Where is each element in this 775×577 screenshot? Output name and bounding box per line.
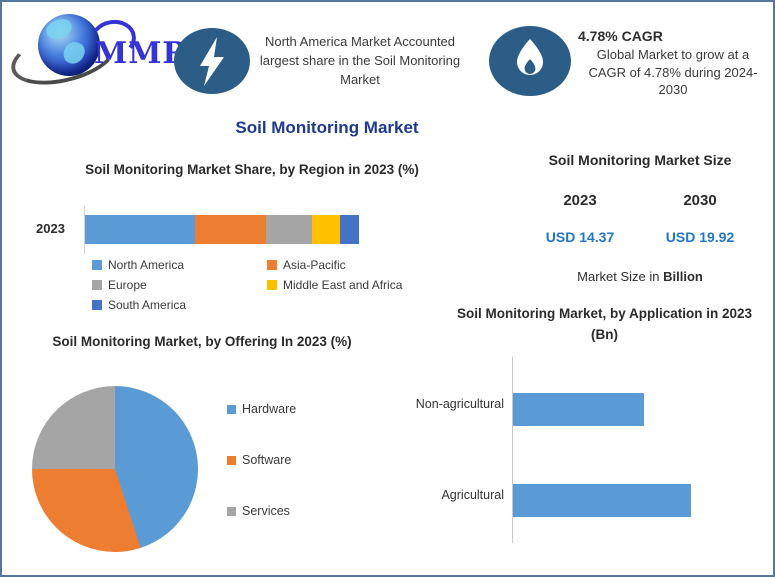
application-chart-axis-line [512,357,513,543]
legend-label: North America [108,258,185,272]
legend-item: Software [227,453,296,467]
legend-label: Services [242,504,290,518]
logo-text: MMR [94,36,189,71]
legend-swatch [92,260,102,270]
bar-non-agricultural [513,393,644,426]
region-stacked-bar [85,215,359,244]
application-chart-title: Soil Monitoring Market, by Application i… [456,306,753,342]
bar-segment-asia-pacific [194,215,266,244]
market-size-value-2030: USD 19.92 [665,229,735,245]
offering-pie-chart [32,386,198,552]
region-legend: North America Asia-Pacific Europe Middle… [92,258,442,318]
region-chart-category-label: 2023 [36,221,65,236]
bar-label-non-agricultural: Non-agricultural [415,397,504,411]
legend-label: South America [108,298,187,312]
legend-swatch [267,280,277,290]
market-size-title: Soil Monitoring Market Size [548,152,732,168]
market-size-panel: Soil Monitoring Market Size 2023 2030 US… [520,152,760,284]
cagr-text: Global Market to grow at a CAGR of 4.78%… [588,47,758,98]
lightning-icon [174,28,250,94]
market-size-year-2030: 2030 [683,192,717,209]
market-size-year-2023: 2023 [563,192,597,209]
offering-chart-title: Soil Monitoring Market, by Offering In 2… [52,334,352,349]
application-bar-chart: Non-agricultural Agricultural [400,357,757,547]
region-chart-axis-line [84,206,85,254]
legend-item: South America [92,298,267,312]
legend-swatch [227,506,236,516]
legend-label: Middle East and Africa [283,278,403,292]
legend-swatch [92,280,102,290]
bar-segment-south-america [339,215,359,244]
page-title: Soil Monitoring Market [235,118,419,137]
legend-item: Services [227,504,296,518]
bar-segment-europe [265,215,313,244]
legend-item: Hardware [227,402,296,416]
legend-label: Hardware [242,402,297,416]
offering-legend: Hardware Software Services [227,402,296,518]
bar-label-agricultural: Agricultural [441,488,504,502]
globe-icon [38,14,100,76]
legend-item: Asia-Pacific [267,258,442,272]
bar-agricultural [513,484,691,517]
bar-segment-north-america [85,215,195,244]
cagr-block: 4.78% CAGR Global Market to grow at a CA… [578,28,768,99]
bar-segment-middle-east-africa [312,215,340,244]
legend-label: Software [242,453,292,467]
market-size-value-2023: USD 14.37 [545,229,615,245]
cagr-title: 4.78% CAGR [578,28,663,44]
flame-icon [489,26,571,96]
highlight-text: North America Market Accounted largest s… [259,34,461,87]
legend-swatch [227,404,236,414]
legend-label: Asia-Pacific [283,258,346,272]
legend-swatch [267,260,277,270]
region-chart-title: Soil Monitoring Market Share, by Region … [85,162,419,177]
legend-item: Middle East and Africa [267,278,442,292]
legend-item: North America [92,258,267,272]
mmr-logo: MMR [5,10,187,95]
legend-item: Europe [92,278,267,292]
legend-swatch [92,300,102,310]
market-size-note: Market Size in Billion [577,269,703,284]
legend-label: Europe [108,278,147,292]
legend-swatch [227,455,236,465]
